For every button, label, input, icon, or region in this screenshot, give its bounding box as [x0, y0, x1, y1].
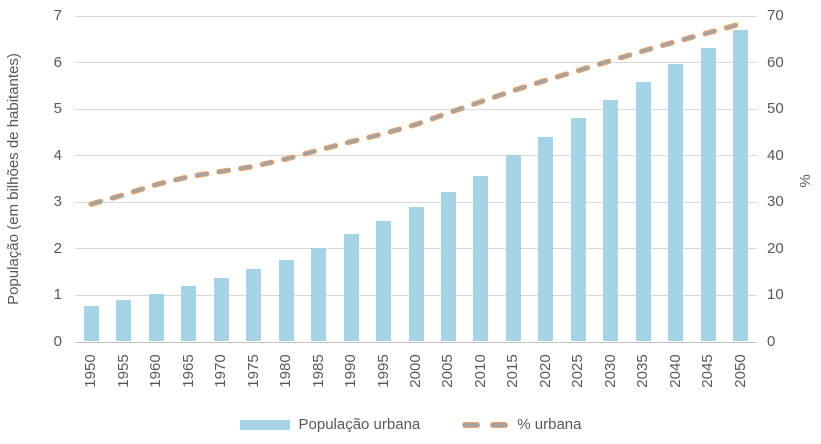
primary-y-axis-tick: 5 [53, 100, 62, 118]
x-axis-label-2025: 2025 [569, 354, 587, 388]
secondary-y-axis-tick: 10 [767, 286, 784, 304]
bar-1985 [311, 247, 327, 341]
x-axis-label-2050: 2050 [731, 354, 749, 388]
x-axis-label-1955: 1955 [114, 354, 132, 388]
legend-line-label: % urbana [517, 416, 582, 433]
x-axis-label-1970: 1970 [212, 354, 230, 388]
gridline [75, 108, 757, 110]
secondary-y-axis-tick: 50 [767, 100, 784, 118]
bar-2005 [440, 191, 456, 341]
legend-bar-swatch-icon [239, 419, 290, 430]
legend-dashed-line-swatch-icon [462, 421, 509, 428]
primary-y-axis-tick: 7 [53, 7, 62, 24]
bar-2045 [700, 47, 716, 341]
bar-1970 [213, 278, 229, 341]
x-axis-label-1990: 1990 [342, 354, 360, 388]
x-axis-label-1995: 1995 [374, 354, 392, 388]
x-axis-label-1950: 1950 [82, 354, 100, 388]
legend: População urbana % urbana [0, 416, 821, 433]
bar-1965 [181, 285, 197, 341]
bar-2050 [733, 29, 749, 341]
x-axis-label-2035: 2035 [634, 354, 652, 388]
legend-bar-label: População urbana [298, 416, 421, 433]
x-axis-label-2020: 2020 [536, 354, 554, 388]
x-axis-label-1980: 1980 [277, 354, 295, 388]
gridline [75, 15, 757, 17]
gridline [75, 201, 757, 203]
x-axis-label-2030: 2030 [601, 354, 619, 388]
gridline [75, 62, 757, 64]
bar-1980 [278, 259, 294, 341]
secondary-y-axis-tick: 60 [767, 53, 784, 71]
bar-2035 [635, 82, 651, 341]
x-axis-label-2005: 2005 [439, 354, 457, 388]
bar-2000 [408, 207, 424, 341]
secondary-y-axis-tick: 30 [767, 193, 784, 211]
bar-1955 [116, 300, 132, 341]
x-axis-label-2010: 2010 [471, 354, 489, 388]
bar-1990 [343, 234, 359, 341]
x-axis-label-2015: 2015 [504, 354, 522, 388]
primary-y-axis-tick: 2 [53, 239, 62, 257]
x-axis-label-1960: 1960 [147, 354, 165, 388]
bar-1960 [148, 293, 164, 341]
plot-area [75, 15, 757, 343]
bar-1950 [83, 306, 99, 341]
primary-y-axis-tick: 1 [53, 286, 62, 304]
primary-y-axis-title: População (em bilhões de habitantes) [5, 53, 22, 305]
x-axis-label-1985: 1985 [309, 354, 327, 388]
primary-y-axis-tick: 3 [53, 193, 62, 211]
x-axis-label-1975: 1975 [244, 354, 262, 388]
bar-2015 [505, 154, 521, 341]
bar-2040 [668, 63, 684, 341]
legend-item-pct-urbana: % urbana [462, 416, 581, 433]
legend-item-populacao-urbana: População urbana [239, 416, 421, 433]
secondary-y-axis-tick: 40 [767, 146, 784, 164]
x-axis-label-2040: 2040 [666, 354, 684, 388]
gridline [75, 155, 757, 157]
bar-2010 [473, 175, 489, 341]
secondary-y-axis-tick: 20 [767, 239, 784, 257]
secondary-y-axis-tick: 0 [767, 333, 776, 350]
secondary-y-axis-tick: 70 [767, 7, 784, 24]
primary-y-axis-tick: 6 [53, 53, 62, 71]
x-axis-line [75, 341, 757, 343]
bar-1975 [246, 269, 262, 341]
x-axis-label-2045: 2045 [699, 354, 717, 388]
primary-y-axis-tick: 4 [53, 146, 62, 164]
x-axis-label-1965: 1965 [179, 354, 197, 388]
x-axis-label-2000: 2000 [407, 354, 424, 388]
bar-2020 [538, 137, 554, 341]
bar-2030 [603, 100, 619, 341]
bar-2025 [570, 117, 586, 341]
bar-1995 [376, 221, 392, 341]
primary-y-axis-tick: 0 [53, 333, 62, 350]
